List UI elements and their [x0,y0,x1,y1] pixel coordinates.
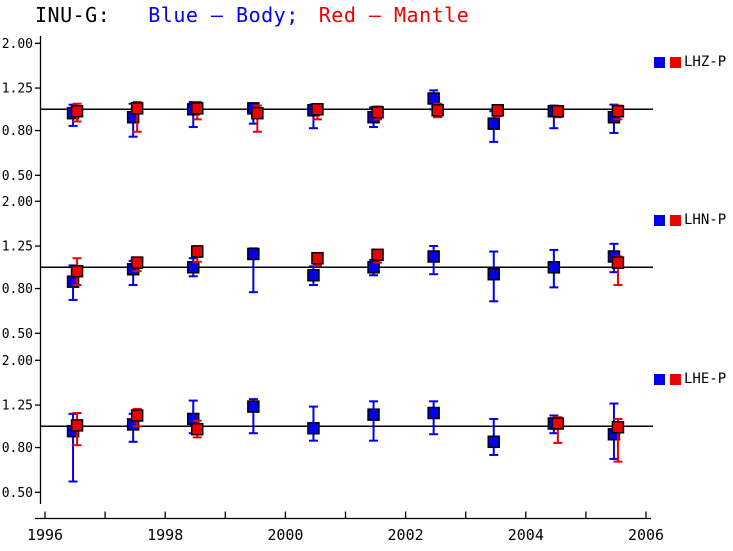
x-axis-ticks: 1996 1998 2000 2002 2004 2006 [27,511,664,544]
data-point-marker [311,103,324,116]
x-tick-label: 1996 [27,526,63,544]
data-point-marker [367,408,380,421]
y-tick-label: 2.00 [2,354,33,369]
data-point-marker [547,261,561,274]
y-tick-label: 0.80 [2,441,33,456]
data-point-marker [307,268,320,282]
x-tick-label: 2000 [267,526,303,544]
data-point-marker [487,117,500,130]
data-point-marker [311,251,324,265]
data-point-marker [251,106,264,120]
panel-LHZ-P: 2.00 1.25 0.80 0.50 [2,37,653,184]
data-point-marker [431,104,444,117]
data-point-marker [130,409,144,422]
data-point-marker [371,248,384,262]
data-point-marker [611,421,625,434]
y-tick-label: 2.00 [2,37,33,52]
x-tick-label: 2002 [388,526,424,544]
data-point-marker [191,245,204,258]
legend-body-swatch [654,374,665,385]
data-point-marker [551,104,565,118]
x-tick-label: 2006 [628,526,664,544]
legend-lhn: LHN-P [654,212,727,228]
legend-label-lhe: LHE-P [684,371,727,387]
mantle-title-text: Red – Mantle [318,3,470,27]
data-point-marker [191,422,204,436]
data-point-marker [427,250,440,263]
legend-lhe: LHE-P [654,371,727,387]
y-tick-label: 0.80 [2,124,33,139]
series-mantle [70,407,625,463]
legend-lhz: LHZ-P [654,54,727,70]
series-mantle [70,100,625,133]
data-point-marker [487,435,500,449]
legend-body-swatch [654,215,665,226]
legend-label-lhn: LHN-P [684,212,727,228]
data-point-marker [611,256,625,269]
y-tick-label: 2.00 [2,195,33,210]
data-point-marker [427,92,440,105]
y-tick-label: 0.80 [2,282,33,297]
data-point-marker [487,267,500,281]
data-point-marker [187,261,200,274]
station-label: INU-G: [35,3,111,27]
data-point-marker [70,104,84,118]
data-point-marker [307,421,320,435]
data-point-marker [70,419,84,432]
data-point-marker [130,256,144,269]
error-bar [369,400,379,442]
legend-mantle-swatch [670,215,681,226]
y-tick-label: 1.25 [2,82,33,97]
series-body [66,89,621,143]
y-tick-label: 0.50 [2,486,33,501]
data-point-marker [491,104,504,117]
data-point-marker [611,104,625,118]
y-tick-label: 0.50 [2,169,33,184]
data-point-marker [427,406,440,420]
data-point-marker [551,417,565,430]
x-tick-label: 1998 [147,526,183,544]
body-title-text: Blue – Body; [148,3,299,27]
data-point-marker [247,247,260,261]
legend-mantle-swatch [670,374,681,385]
y-tick-label: 1.25 [2,399,33,414]
panel-LHN-P: 2.00 1.25 0.80 0.50 [2,195,653,342]
y-tick-label: 0.50 [2,327,33,342]
data-point-marker [191,102,204,115]
series-mantle [70,245,625,287]
x-tick-label: 2004 [508,526,544,544]
legend-body-swatch [654,57,665,68]
legend-mantle-swatch [670,57,681,68]
data-point-marker [130,102,144,115]
y-tick-label: 1.25 [2,240,33,255]
series-body [66,242,621,303]
legend-label-lhz: LHZ-P [684,54,727,70]
data-point-marker [371,105,384,119]
data-point-marker [70,264,84,278]
data-point-marker [247,400,260,413]
chart-title: INU-G: Blue – Body; Red – Mantle [35,3,469,27]
series-body [66,398,621,483]
panel-LHE-P: 2.00 1.25 0.80 0.50 [2,354,653,501]
